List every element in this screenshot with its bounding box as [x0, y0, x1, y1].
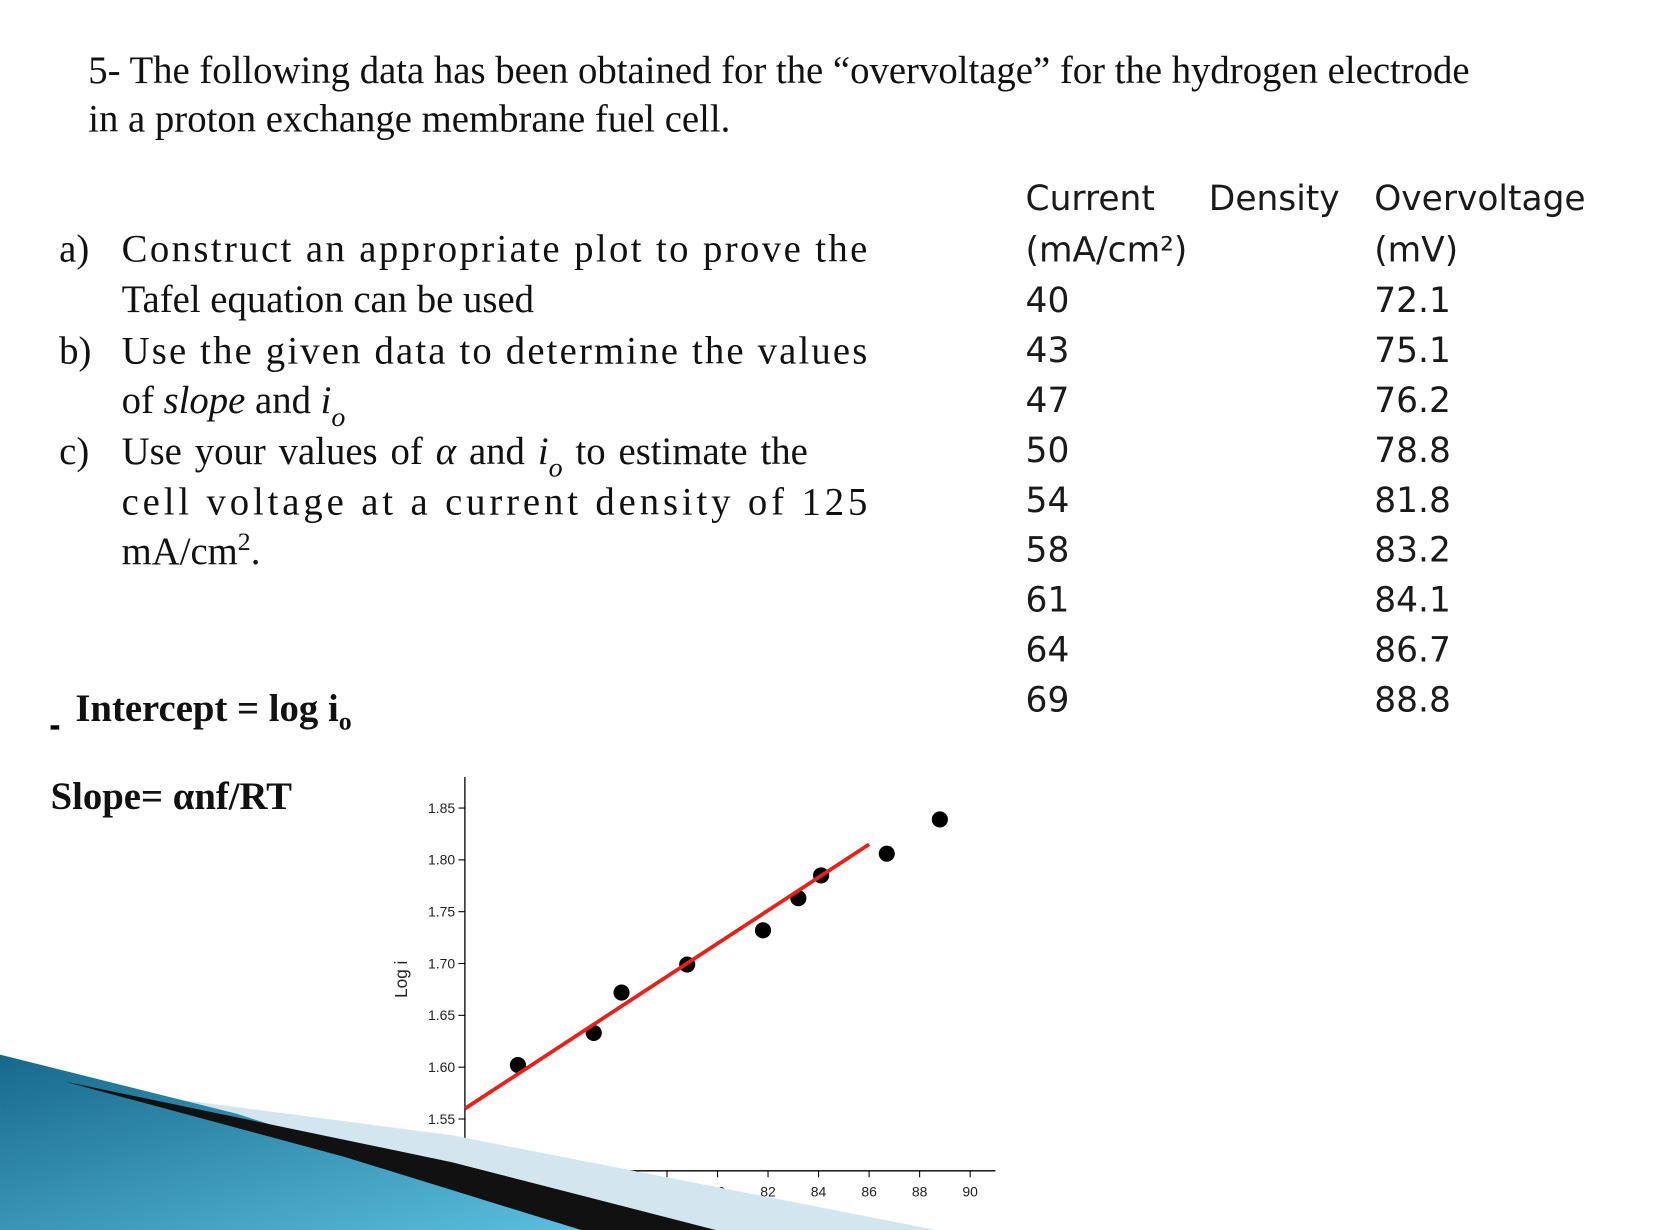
text: i [538, 430, 549, 473]
y-tick-label: 1.85 [428, 800, 455, 816]
column-header: Current Density [1026, 179, 1340, 219]
data-point [613, 984, 630, 1001]
subscript: o [331, 402, 345, 433]
column-unit: (mA/cm²) [1026, 230, 1188, 270]
question-line: of slope and io [122, 379, 346, 433]
data-point [931, 811, 948, 828]
column-unit: (mV) [1374, 230, 1458, 270]
text: α [436, 430, 457, 473]
question-marker: a) [59, 227, 89, 270]
x-tick-label: 88 [912, 1184, 928, 1200]
subscript: o [549, 453, 563, 484]
chart: 1.501.551.601.651.701.751.801.8572747678… [391, 776, 996, 1230]
question-line: Construct an appropriate plot to prove t… [122, 227, 868, 270]
question-line: Use your values of α and io to estimate … [122, 430, 808, 484]
question-line: Use the given data to determine the valu… [122, 330, 868, 373]
y-tick-label: 1.60 [428, 1059, 455, 1075]
table-cell: 88.8 [1374, 681, 1451, 721]
data-point [754, 922, 772, 939]
table-cell: 61 [1026, 581, 1070, 621]
table-cell: 43 [1026, 331, 1070, 371]
table-cell: 81.8 [1374, 481, 1451, 521]
intro-line: 5- The following data has been obtained … [88, 49, 1469, 92]
y-tick-label: 1.80 [428, 852, 455, 868]
text: to estimate the [563, 430, 808, 473]
y-tick-label: 1.70 [428, 955, 455, 971]
table-cell: 47 [1026, 381, 1070, 421]
subscript: o [339, 707, 352, 736]
y-tick-label: 1.75 [428, 904, 455, 920]
text: of [122, 379, 164, 422]
x-tick-label: 84 [811, 1184, 827, 1200]
question-line: mA/cm2. [122, 527, 261, 573]
table-cell: 76.2 [1374, 381, 1451, 421]
text: and [456, 430, 538, 473]
question-line: cell voltage at a current density of 125 [122, 480, 868, 523]
table-cell: 78.8 [1374, 431, 1451, 471]
table-cell: 84.1 [1374, 581, 1451, 621]
question-marker: b) [59, 330, 91, 373]
fit-line [463, 842, 871, 1111]
data-table: Current Density (mA/cm²) Overvoltage (mV… [1026, 179, 1586, 721]
intercept-formula: Intercept = log io [75, 687, 351, 736]
intro: 5- The following data has been obtained … [88, 49, 1469, 140]
column-header: Overvoltage [1374, 179, 1585, 219]
table-cell: 72.1 [1374, 281, 1451, 321]
text: . [251, 530, 261, 573]
x-tick-label: 86 [861, 1184, 877, 1200]
table-cell: 75.1 [1374, 331, 1451, 371]
x-tick-label: 90 [962, 1184, 978, 1200]
y-tick-label: 1.55 [428, 1111, 455, 1127]
table-cell: 50 [1026, 431, 1070, 471]
formulas: Intercept = log io Slope= αnf/RT [50, 687, 352, 818]
table-cell: 86.7 [1374, 631, 1451, 671]
data-point [878, 845, 895, 862]
x-tick-label: 82 [760, 1184, 776, 1200]
question-line: Tafel equation can be used [122, 278, 534, 321]
question-marker: c) [59, 430, 89, 473]
decoration [0, 1054, 937, 1230]
text: Intercept = log i [75, 687, 339, 730]
text: Use your values of [122, 430, 436, 473]
text: i [321, 379, 332, 422]
table-cell: 83.2 [1374, 531, 1451, 571]
y-axis-title: Log i [391, 961, 411, 998]
text: and [245, 379, 320, 422]
table-cell: 58 [1026, 531, 1070, 571]
slope-formula: Slope= αnf/RT [51, 775, 293, 818]
text: slope [164, 379, 246, 422]
table-cell: 69 [1026, 681, 1070, 721]
y-tick-label: 1.65 [428, 1007, 455, 1023]
table-cell: 54 [1026, 481, 1070, 521]
swoosh [64, 1081, 716, 1230]
intro-line: in a proton exchange membrane fuel cell. [88, 97, 730, 140]
text: mA/cm [122, 530, 238, 573]
superscript: 2 [238, 527, 251, 556]
bullet [50, 725, 60, 730]
table-cell: 40 [1026, 281, 1070, 321]
table-cell: 64 [1026, 631, 1070, 671]
questions: a) Construct an appropriate plot to prov… [59, 227, 867, 572]
